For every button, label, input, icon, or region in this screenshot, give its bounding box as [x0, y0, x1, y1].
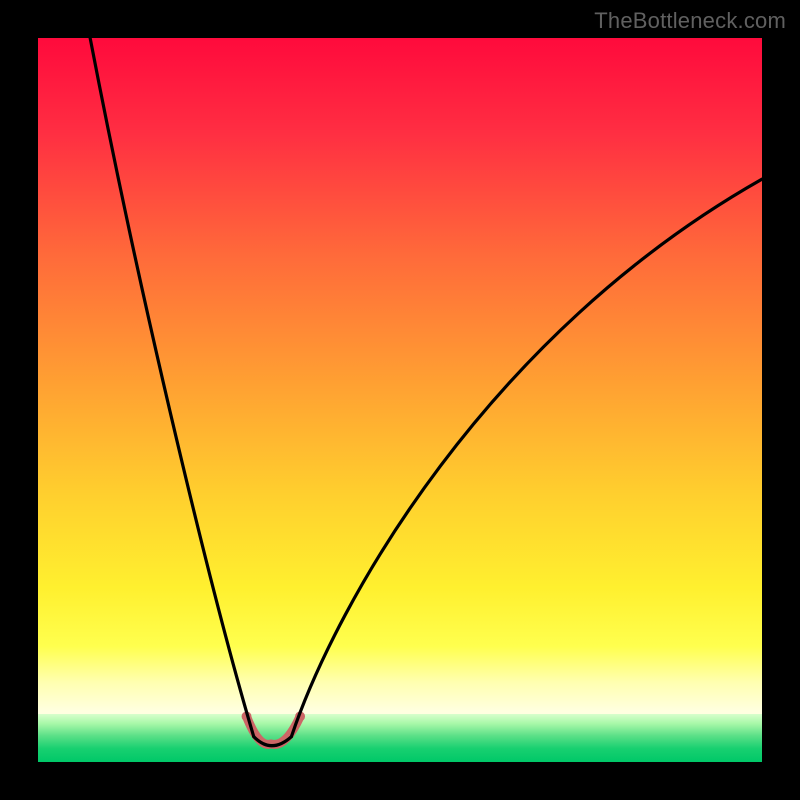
watermark-text: TheBottleneck.com	[594, 8, 786, 34]
curve-right	[291, 179, 762, 736]
curve-left	[90, 38, 254, 737]
bottleneck-curve	[38, 38, 762, 762]
plot-area	[38, 38, 762, 762]
